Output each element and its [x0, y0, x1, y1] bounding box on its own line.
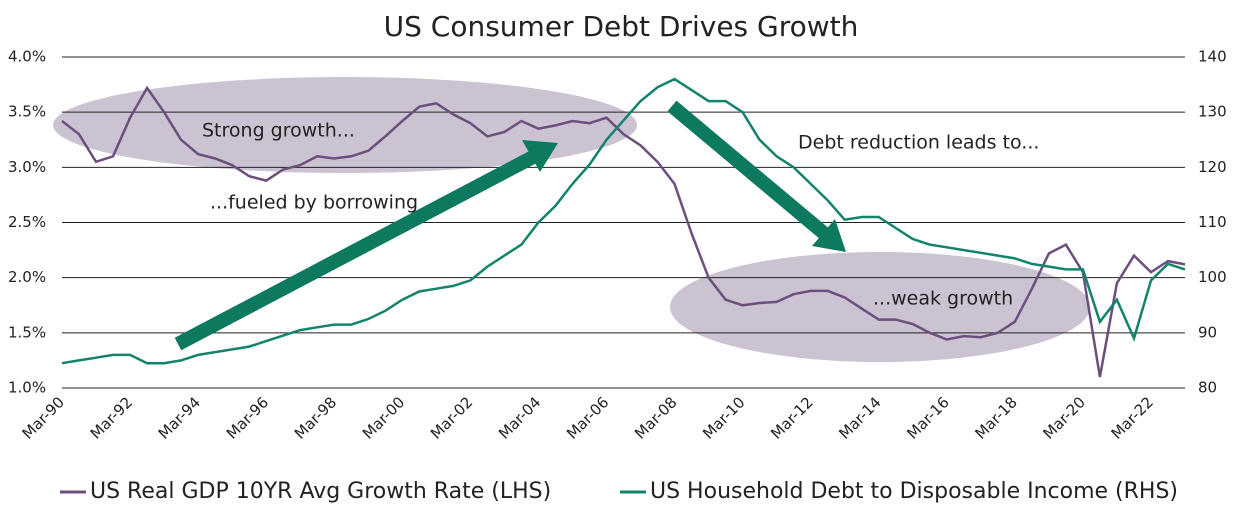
- highlight-ellipse: [670, 252, 1090, 362]
- arrows: [174, 100, 846, 351]
- x-tick-label: Mar-16: [903, 393, 952, 442]
- arrow-head: [812, 219, 846, 252]
- x-tick-label: Mar-94: [155, 393, 204, 442]
- chart-title: US Consumer Debt Drives Growth: [384, 10, 859, 43]
- annotation: ...weak growth: [873, 288, 1013, 310]
- arrow-shaft: [174, 149, 539, 351]
- x-tick-label: Mar-00: [359, 393, 408, 442]
- plot-area: [61, 56, 1186, 389]
- x-tick-label: Mar-20: [1040, 393, 1089, 442]
- x-tick-label: Mar-96: [223, 393, 272, 442]
- x-tick-label: Mar-06: [563, 393, 612, 442]
- arrow-head: [522, 140, 558, 172]
- legend-label: US Household Debt to Disposable Income (…: [650, 479, 1178, 504]
- x-tick-label: Mar-10: [699, 393, 748, 442]
- y2-tick-label: 140: [1198, 48, 1227, 66]
- y-tick-label: 4.0%: [8, 48, 46, 66]
- y2-tick-label: 110: [1198, 213, 1227, 231]
- x-tick-label: Mar-08: [631, 393, 680, 442]
- data-line: [61, 77, 1186, 365]
- y-tick-label: 2.0%: [8, 268, 46, 286]
- y2-tick-label: 100: [1198, 268, 1227, 286]
- y2-tick-label: 90: [1198, 323, 1217, 341]
- x-tick-label: Mar-90: [19, 393, 68, 442]
- legend-label: US Real GDP 10YR Avg Growth Rate (LHS): [90, 479, 551, 504]
- x-tick-label: Mar-22: [1108, 393, 1157, 442]
- y-tick-label: 2.5%: [8, 213, 46, 231]
- highlight-ellipse: [53, 77, 637, 173]
- y2-tick-label: 120: [1198, 158, 1227, 176]
- x-tick-label: Mar-18: [971, 393, 1020, 442]
- arrow-shaft: [667, 100, 831, 241]
- x-tick-label: Mar-12: [767, 393, 816, 442]
- x-tick-label: Mar-02: [427, 393, 476, 442]
- annotation: Debt reduction leads to...: [798, 132, 1039, 154]
- annotation: Strong growth...: [202, 120, 355, 142]
- y-tick-label: 1.5%: [8, 323, 46, 341]
- annotation: ...fueled by borrowing: [210, 192, 418, 214]
- y2-tick-label: 130: [1198, 103, 1227, 121]
- y-tick-label: 3.0%: [8, 158, 46, 176]
- x-tick-label: Mar-98: [291, 393, 340, 442]
- x-tick-label: Mar-92: [87, 393, 136, 442]
- y-tick-label: 1.0%: [8, 379, 46, 397]
- y2-tick-label: 80: [1198, 379, 1217, 397]
- y-tick-label: 3.5%: [8, 103, 46, 121]
- x-tick-label: Mar-14: [835, 393, 884, 442]
- data-line: [61, 85, 1186, 378]
- x-tick-label: Mar-04: [495, 393, 544, 442]
